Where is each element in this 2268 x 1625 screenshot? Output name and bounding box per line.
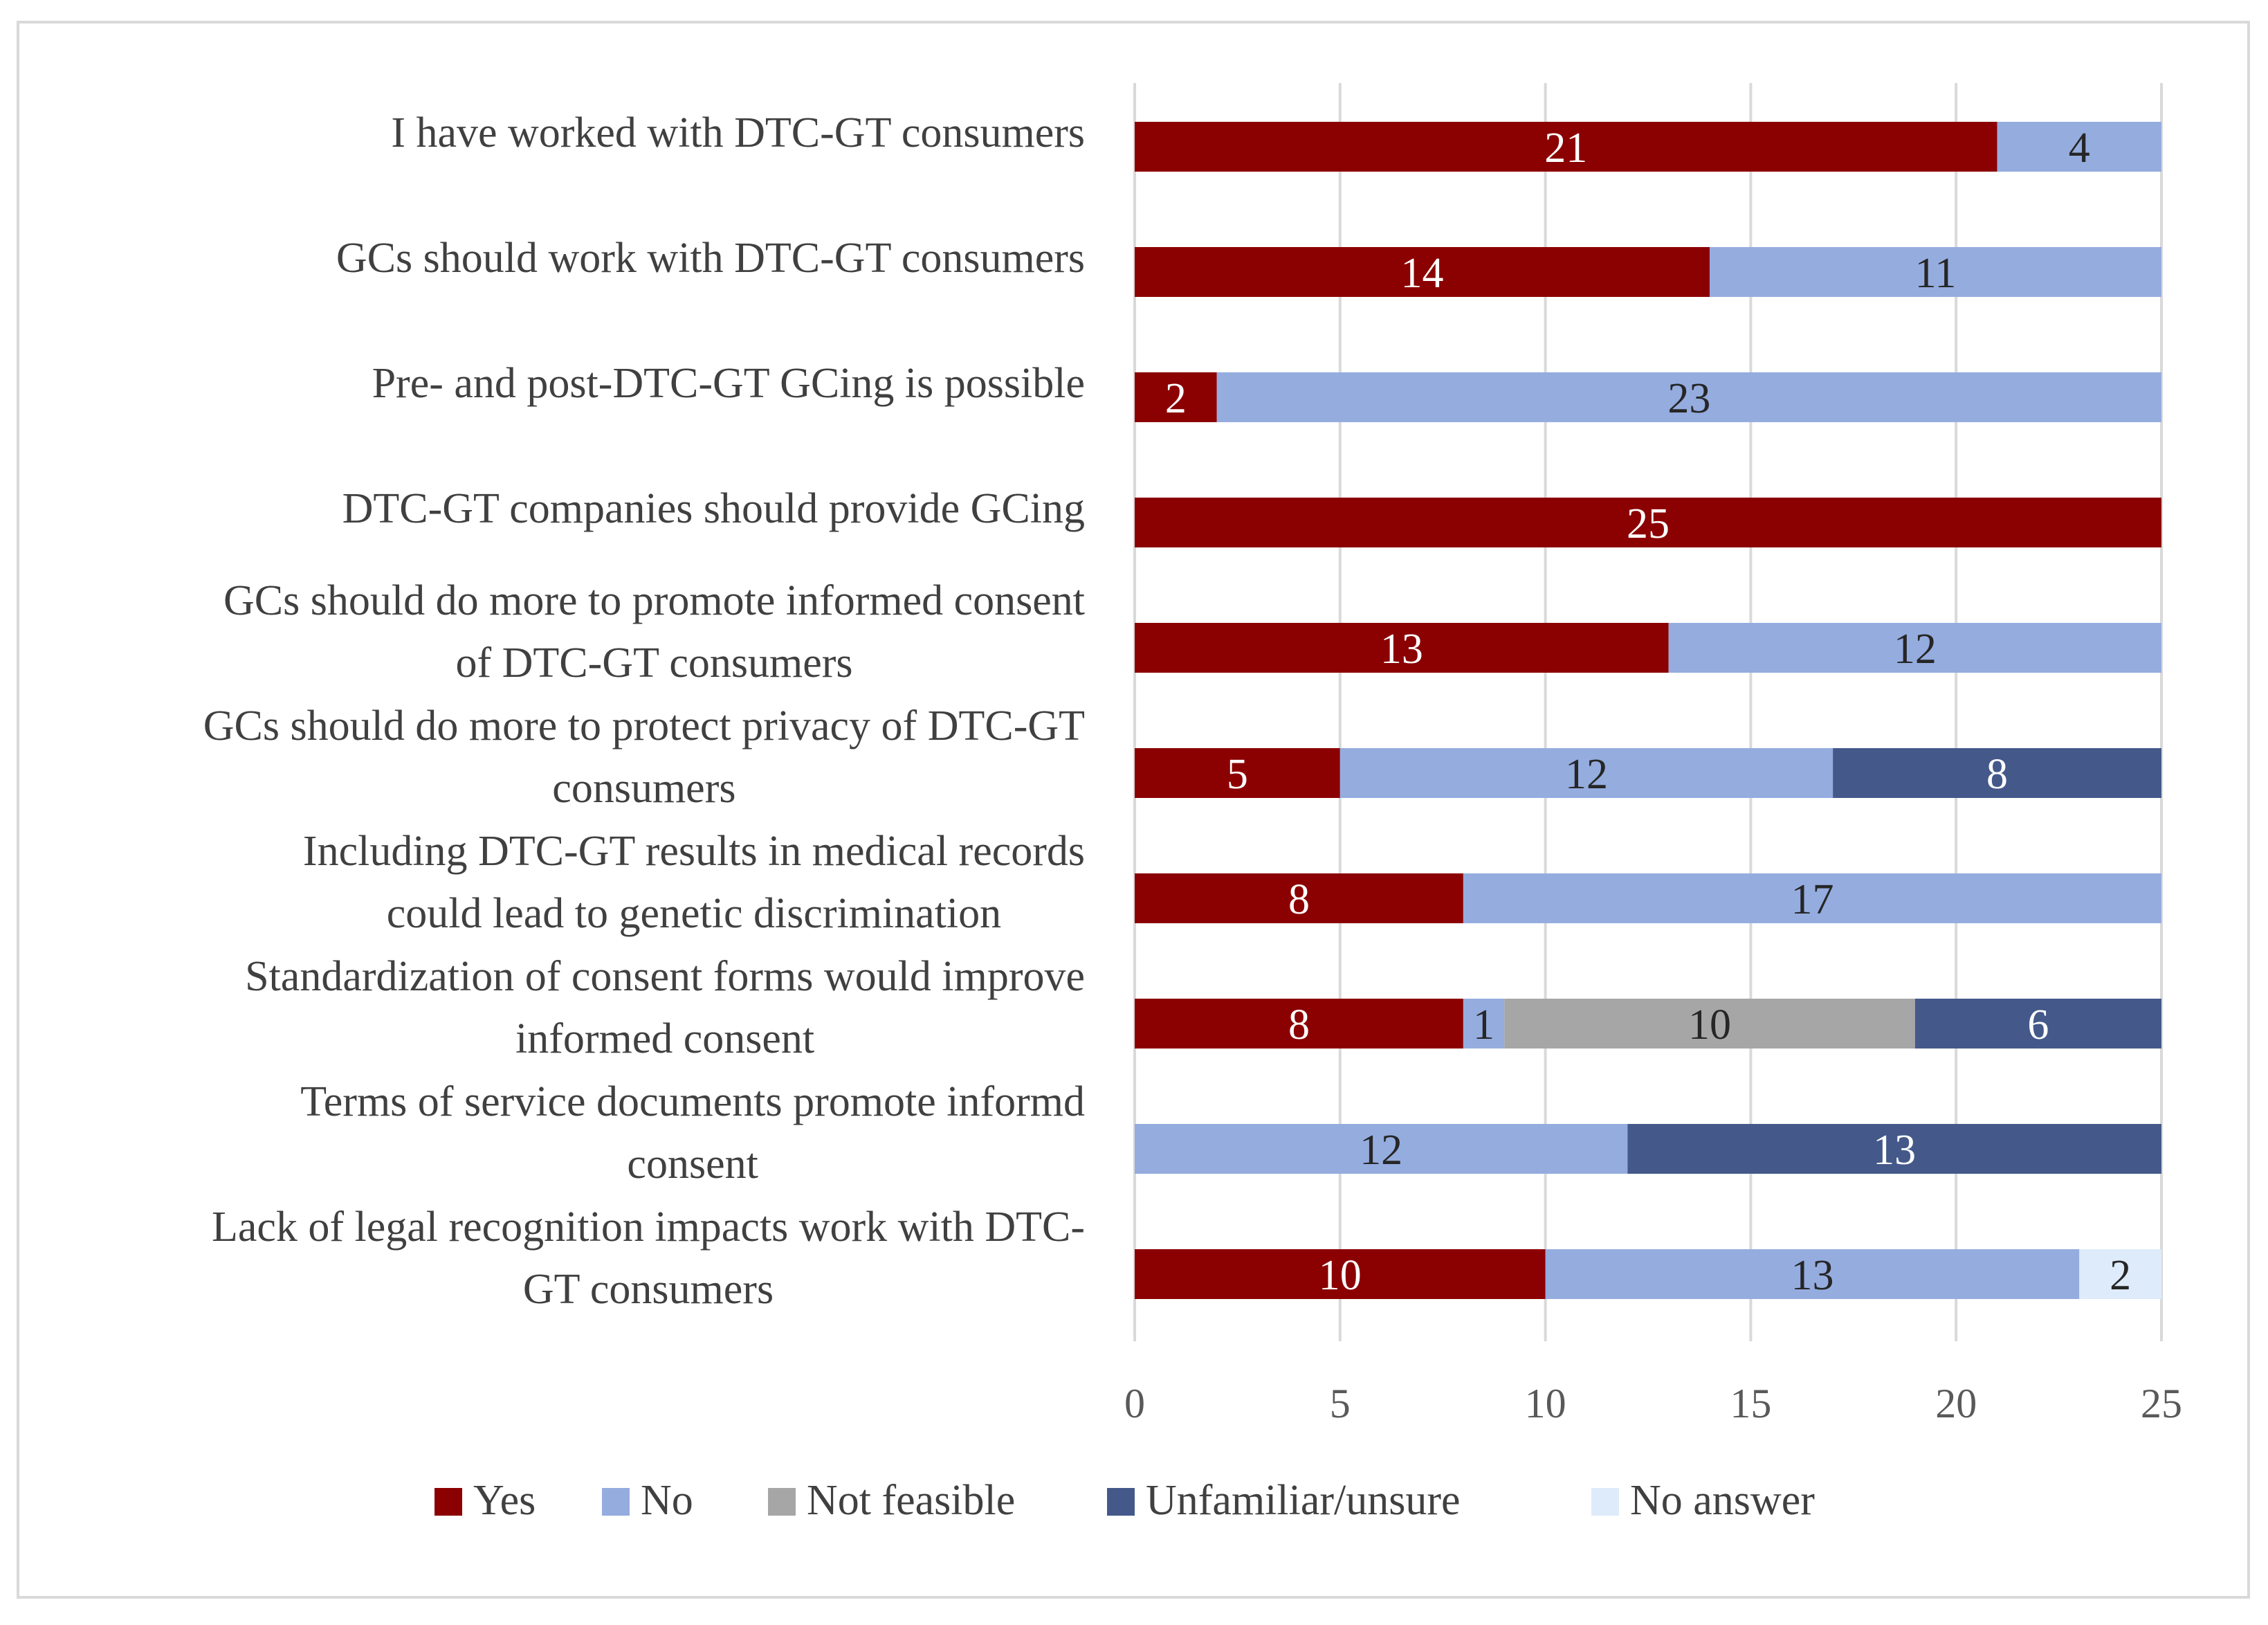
bar-no-row-6: [1339, 748, 1833, 798]
bar-yes-row-7: [1135, 873, 1463, 923]
category-label-row-10-line-1: Lack of legal recognition impacts work w…: [212, 1204, 1085, 1251]
x-tick-label-25: 25: [2141, 1381, 2182, 1426]
legend-label-no-answer: No answer: [1630, 1477, 1815, 1524]
bar-no-row-7: [1463, 873, 2161, 923]
bar-unfamiliar-unsure-row-8: [1914, 999, 2161, 1048]
category-label-row-9-line-2: consent: [627, 1141, 758, 1188]
category-label-row-1: I have worked with DTC-GT consumers: [391, 109, 1085, 156]
data-labels: 21 4 14 11 2 23 25 13 12 5 12 8 8 17 8 1 10 6 12 13 10 13 2: [1165, 125, 2131, 1299]
x-axis-ticks: 0 5 10 15 20 25: [1124, 1381, 2182, 1426]
x-tick-label-10: 10: [1525, 1381, 1566, 1426]
bar-yes-row-1: [1135, 122, 1997, 172]
x-tick-label-20: 20: [1935, 1381, 1977, 1426]
bar-no-row-3: [1216, 372, 2161, 422]
bar-yes-row-10: [1135, 1249, 1546, 1299]
x-tick-label-15: 15: [1730, 1381, 1771, 1426]
category-label-row-8-line-2: informed consent: [515, 1015, 814, 1062]
bar-no-row-5: [1668, 623, 2161, 673]
category-label-row-5-line-1: GCs should do more to promote informed c…: [223, 577, 1085, 624]
data-label-no-row-2: 11: [1915, 250, 1957, 297]
data-label-yes-row-2: 14: [1401, 250, 1444, 297]
bar-yes-row-3: [1135, 372, 1217, 422]
data-label-not-feasible-row-8: 10: [1688, 1001, 1731, 1048]
legend-label-yes: Yes: [473, 1477, 536, 1524]
bar-yes-row-8: [1135, 999, 1463, 1048]
bar-no-row-2: [1710, 247, 2161, 297]
category-label-row-3: Pre- and post-DTC-GT GCing is possible: [372, 360, 1085, 407]
category-label-row-6-line-2: consumers: [552, 765, 735, 812]
bar-no-row-8: [1463, 999, 1505, 1048]
data-label-yes-row-1: 21: [1544, 125, 1587, 172]
data-label-yes-row-8: 8: [1288, 1001, 1310, 1048]
bar-not-feasible-row-8: [1504, 999, 1915, 1048]
legend-label-not-feasible: Not feasible: [807, 1477, 1015, 1524]
bar-no-row-9: [1135, 1124, 1628, 1174]
data-label-no-row-7: 17: [1791, 876, 1833, 923]
category-label-row-9-line-1: Terms of service documents promote infor…: [300, 1078, 1085, 1125]
bar-yes-row-5: [1135, 623, 1669, 673]
category-label-row-2: GCs should work with DTC-GT consumers: [336, 235, 1085, 282]
data-label-unfamiliar-unsure-row-6: 8: [1986, 751, 2008, 798]
data-label-no-row-5: 12: [1894, 626, 1937, 673]
category-labels: I have worked with DTC-GT consumers GCs s…: [203, 109, 1085, 1313]
category-label-row-7-line-2: could lead to genetic discrimination: [387, 890, 1001, 937]
bar-yes-row-4: [1135, 498, 2161, 547]
category-label-row-4: DTC-GT companies should provide GCing: [342, 485, 1085, 532]
data-label-yes-row-5: 13: [1380, 626, 1423, 673]
legend-label-no: No: [641, 1477, 693, 1524]
bar-no-row-10: [1545, 1249, 2080, 1299]
data-label-no-row-8: 1: [1473, 1001, 1494, 1048]
data-label-no-answer-row-10: 2: [2110, 1252, 2131, 1299]
legend-swatch-no-answer: [1591, 1488, 1619, 1516]
data-label-yes-row-4: 25: [1627, 500, 1670, 547]
legend: Yes No Not feasible Unfamiliar/unsure No ans…: [435, 1477, 1815, 1524]
legend-swatch-yes: [435, 1488, 462, 1516]
category-label-row-8-line-1: Standardization of consent forms would i…: [245, 953, 1085, 1000]
data-label-yes-row-3: 2: [1165, 375, 1187, 422]
data-label-no-row-6: 12: [1565, 751, 1608, 798]
data-label-no-row-9: 12: [1360, 1127, 1402, 1174]
bar-unfamiliar-unsure-row-6: [1833, 748, 2161, 798]
bar-yes-row-6: [1135, 748, 1340, 798]
x-tick-label-5: 5: [1330, 1381, 1351, 1426]
bar-unfamiliar-unsure-row-9: [1627, 1124, 2161, 1174]
data-label-unfamiliar-unsure-row-8: 6: [2027, 1001, 2049, 1048]
data-label-no-row-10: 13: [1791, 1252, 1833, 1299]
legend-swatch-unfamiliar-unsure: [1107, 1488, 1135, 1516]
legend-label-unfamiliar-unsure: Unfamiliar/unsure: [1146, 1477, 1461, 1524]
data-label-yes-row-10: 10: [1319, 1252, 1362, 1299]
bars: [1135, 122, 2161, 1299]
data-label-yes-row-6: 5: [1227, 751, 1248, 798]
bar-no-row-1: [1997, 122, 2161, 172]
data-label-no-row-3: 23: [1667, 375, 1710, 422]
bar-yes-row-2: [1135, 247, 1710, 297]
category-label-row-10-line-2: GT consumers: [523, 1266, 774, 1313]
legend-swatch-no: [602, 1488, 630, 1516]
category-label-row-7-line-1: Including DTC-GT results in medical reco…: [303, 828, 1085, 875]
x-tick-label-0: 0: [1124, 1381, 1145, 1426]
data-label-unfamiliar-unsure-row-9: 13: [1873, 1127, 1916, 1174]
bar-no-answer-row-10: [2079, 1249, 2161, 1299]
data-label-yes-row-7: 8: [1288, 876, 1310, 923]
category-label-row-5-line-2: of DTC-GT consumers: [456, 639, 853, 687]
legend-swatch-not-feasible: [768, 1488, 796, 1516]
category-label-row-6-line-1: GCs should do more to protect privacy of…: [203, 702, 1085, 750]
data-label-no-row-1: 4: [2069, 125, 2090, 172]
